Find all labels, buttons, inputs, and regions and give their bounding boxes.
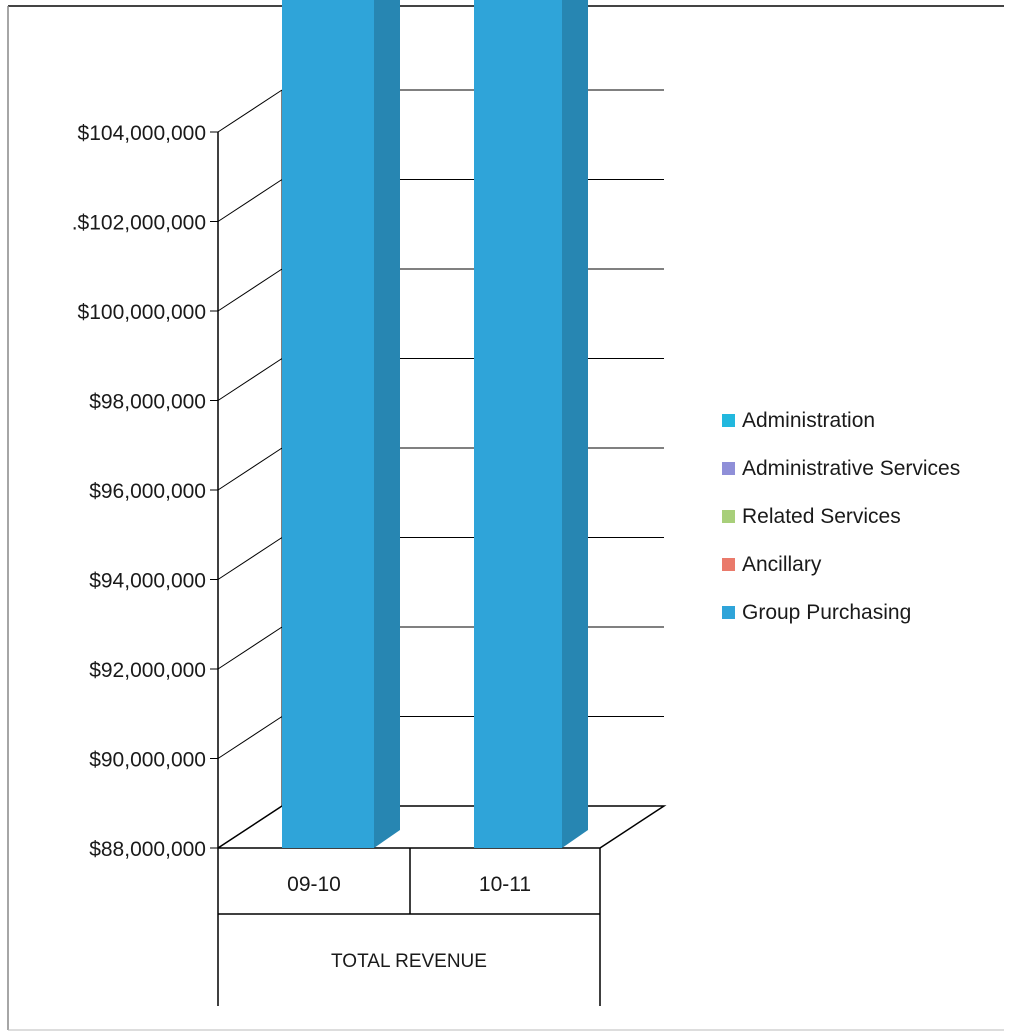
- legend-swatch: [722, 414, 735, 427]
- y-tick-label: $92,000,000: [89, 659, 206, 682]
- bar-front: [282, 0, 374, 848]
- y-tick-label: $104,000,000: [78, 122, 206, 145]
- legend-label: Ancillary: [742, 553, 822, 576]
- y-tick-label: $94,000,000: [89, 570, 206, 593]
- legend-swatch: [722, 510, 735, 523]
- legend: Administration Administrative Services Rel…: [722, 409, 960, 624]
- legend-item: Group Purchasing: [722, 601, 911, 624]
- bar-segment: [474, 0, 588, 849]
- x-axis: 09-10 10-11 TOTAL REVENUE: [217, 848, 601, 1006]
- gridline-side: [217, 179, 283, 222]
- gridline-side: [217, 268, 283, 312]
- gridlines: [210, 89, 664, 849]
- gridline-side: [217, 537, 283, 580]
- legend-item: Administrative Services: [722, 457, 960, 480]
- y-tick-label: $88,000,000: [89, 838, 206, 861]
- bar-front: [474, 0, 562, 849]
- y-tick-label: $100,000,000: [78, 301, 206, 324]
- y-tick-label: $90,000,000: [89, 749, 206, 772]
- bars: [282, 0, 588, 849]
- bar-side: [374, 0, 400, 848]
- legend-label: Administrative Services: [742, 457, 960, 480]
- legend-label: Administration: [742, 409, 875, 432]
- gridline-side: [217, 89, 283, 133]
- bar-stack-09-10: [282, 0, 400, 848]
- legend-label: Related Services: [742, 505, 901, 528]
- legend-item: Related Services: [722, 505, 901, 528]
- legend-item: Administration: [722, 409, 875, 432]
- legend-swatch: [722, 558, 735, 571]
- gridline-side: [217, 716, 283, 759]
- category-label: 09-10: [287, 873, 341, 896]
- y-tick-label: $96,000,000: [89, 480, 206, 503]
- legend-label: Group Purchasing: [742, 601, 911, 624]
- gridline-side: [217, 358, 283, 401]
- gridline-side: [217, 626, 283, 670]
- y-tick-label: .$102,000,000: [72, 212, 206, 235]
- group-label: TOTAL REVENUE: [331, 951, 487, 972]
- legend-swatch: [722, 462, 735, 475]
- bar-stack-10-11: [474, 0, 588, 849]
- bar-segment: [282, 0, 400, 848]
- legend-item: Ancillary: [722, 553, 822, 576]
- gridline-side: [217, 447, 283, 491]
- y-axis-tick-labels: $88,000,000 $90,000,000 $92,000,000 $94,000…: [72, 122, 206, 861]
- bar-side: [562, 0, 588, 848]
- category-label: 10-11: [479, 873, 531, 896]
- y-tick-label: $98,000,000: [89, 391, 206, 414]
- gridline-side: [217, 805, 283, 849]
- legend-swatch: [722, 606, 735, 619]
